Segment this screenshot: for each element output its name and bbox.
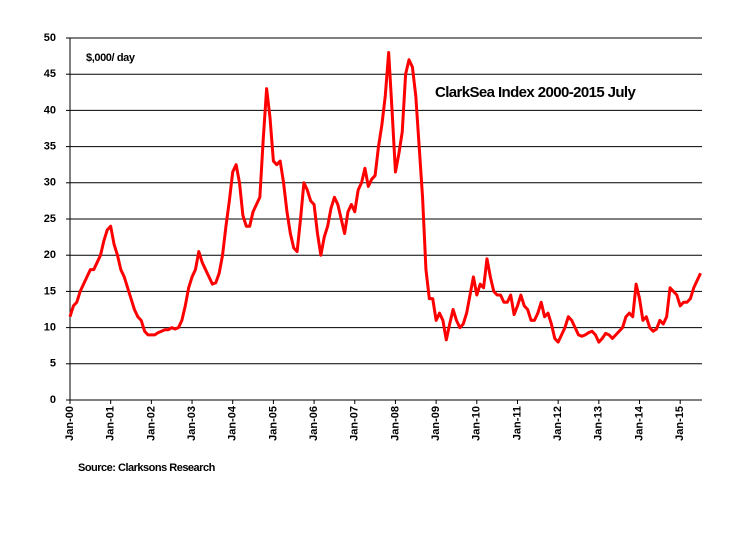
- x-tick-label: Jan-01: [105, 406, 117, 441]
- x-tick-label: Jan-04: [227, 405, 239, 441]
- x-tick-label: Jan-11: [511, 406, 523, 440]
- chart-title: ClarkSea Index 2000-2015 July: [435, 84, 636, 101]
- y-tick-label: 35: [44, 141, 56, 153]
- y-tick-label: 25: [44, 213, 56, 225]
- source-note: Source: Clarksons Research: [78, 462, 216, 474]
- x-tick-label: Jan-06: [308, 406, 320, 441]
- x-tick-label: Jan-09: [430, 406, 442, 441]
- y-tick-label: 10: [44, 322, 56, 334]
- y-tick-label: 15: [44, 285, 56, 297]
- y-tick-label: 0: [50, 394, 56, 406]
- x-tick-label: Jan-13: [593, 406, 605, 441]
- x-tick-label: Jan-14: [633, 405, 645, 441]
- y-tick-label: 45: [44, 68, 56, 80]
- x-tick-label: Jan-08: [389, 406, 401, 441]
- x-tick-label: Jan-15: [674, 406, 686, 441]
- y-tick-label: 30: [44, 177, 56, 189]
- x-tick-label: Jan-00: [64, 406, 76, 441]
- line-series: [68, 50, 702, 344]
- y-tick-label: 50: [44, 32, 56, 44]
- y-axis-label: $,000/ day: [86, 52, 136, 64]
- x-tick-label: Jan-10: [471, 406, 483, 441]
- y-tick-label: 40: [44, 104, 56, 116]
- x-tick-label: Jan-07: [349, 406, 361, 441]
- y-tick-label: 20: [44, 249, 56, 261]
- y-tick-label: 5: [50, 358, 56, 370]
- x-tick-label: Jan-02: [145, 406, 157, 441]
- x-tick-label: Jan-12: [552, 406, 564, 441]
- x-tick-label: Jan-03: [186, 406, 198, 441]
- x-tick-label: Jan-05: [267, 406, 279, 441]
